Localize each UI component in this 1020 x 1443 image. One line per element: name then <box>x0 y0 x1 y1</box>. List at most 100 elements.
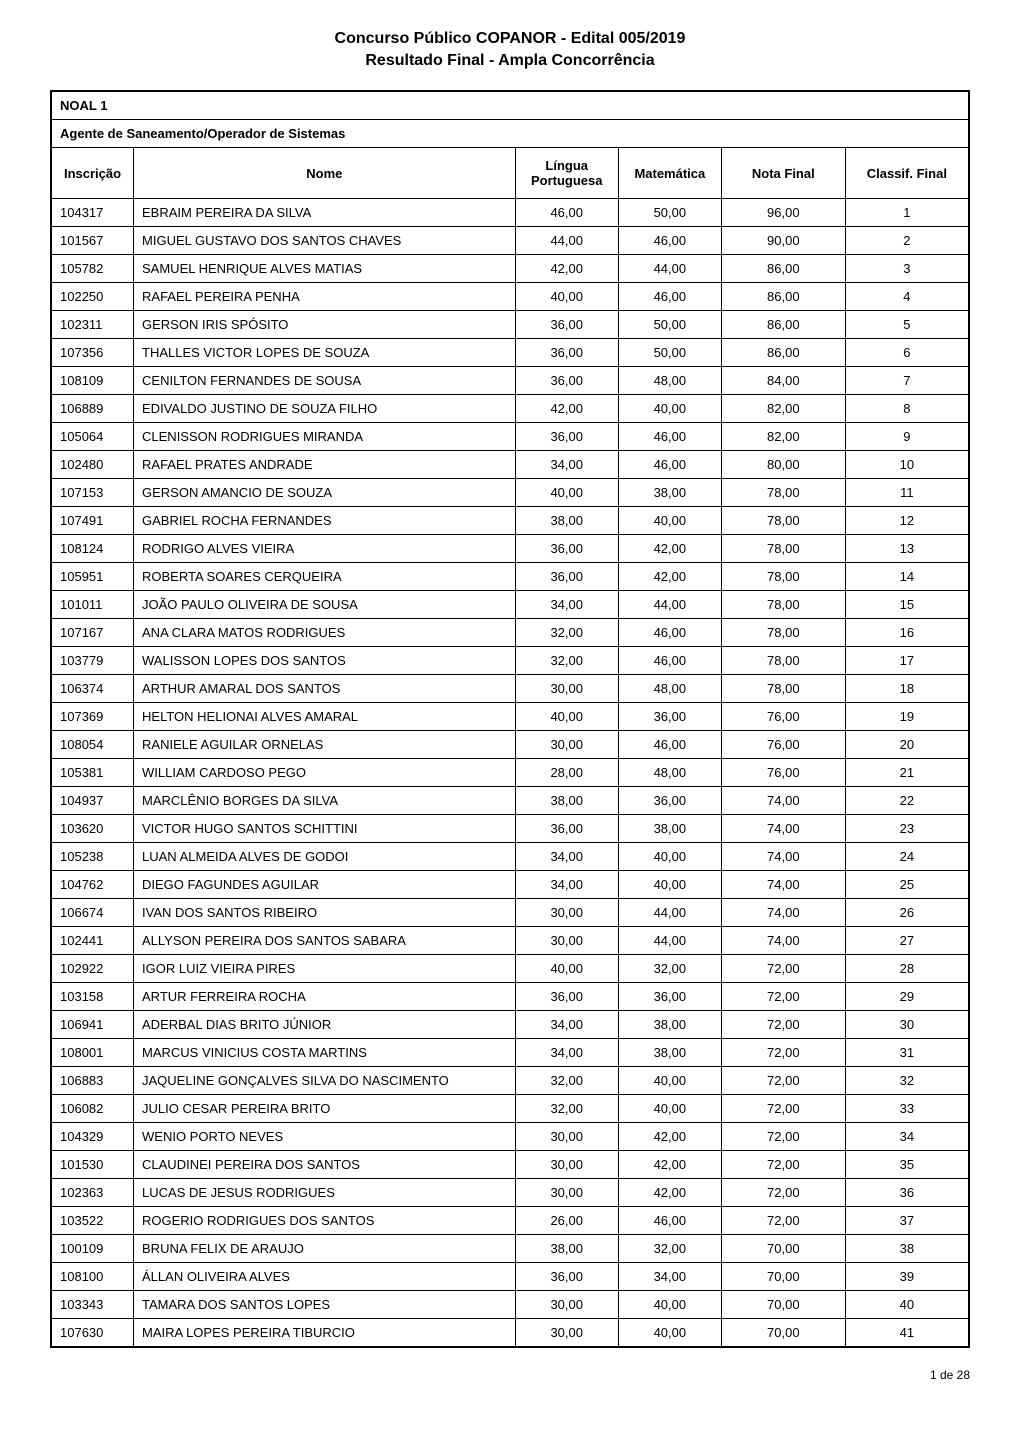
cell-inscricao: 105381 <box>51 759 134 787</box>
cell-nome: CLAUDINEI PEREIRA DOS SANTOS <box>134 1151 516 1179</box>
cell-inscricao: 107167 <box>51 619 134 647</box>
cell-matematica: 44,00 <box>618 899 721 927</box>
cell-nome: JAQUELINE GONÇALVES SILVA DO NASCIMENTO <box>134 1067 516 1095</box>
cell-inscricao: 105064 <box>51 423 134 451</box>
cell-classif-final: 25 <box>845 871 969 899</box>
cell-nome: HELTON HELIONAI ALVES AMARAL <box>134 703 516 731</box>
cell-classif-final: 33 <box>845 1095 969 1123</box>
cell-nome: THALLES VICTOR LOPES DE SOUZA <box>134 339 516 367</box>
cell-nome: EDIVALDO JUSTINO DE SOUZA FILHO <box>134 395 516 423</box>
cell-nome: VICTOR HUGO SANTOS SCHITTINI <box>134 815 516 843</box>
cell-inscricao: 106889 <box>51 395 134 423</box>
cell-matematica: 38,00 <box>618 479 721 507</box>
cell-nota-final: 78,00 <box>721 507 845 535</box>
cell-nota-final: 80,00 <box>721 451 845 479</box>
cell-inscricao: 102311 <box>51 311 134 339</box>
cell-inscricao: 107491 <box>51 507 134 535</box>
cell-nota-final: 70,00 <box>721 1235 845 1263</box>
cell-classif-final: 15 <box>845 591 969 619</box>
cell-classif-final: 13 <box>845 535 969 563</box>
cell-lingua: 36,00 <box>515 563 618 591</box>
cell-matematica: 42,00 <box>618 1179 721 1207</box>
cell-classif-final: 27 <box>845 927 969 955</box>
cell-matematica: 46,00 <box>618 731 721 759</box>
cell-nota-final: 74,00 <box>721 871 845 899</box>
cell-nota-final: 74,00 <box>721 787 845 815</box>
cell-nome: ROGERIO RODRIGUES DOS SANTOS <box>134 1207 516 1235</box>
cell-nota-final: 76,00 <box>721 731 845 759</box>
cell-matematica: 36,00 <box>618 983 721 1011</box>
cell-nome: BRUNA FELIX DE ARAUJO <box>134 1235 516 1263</box>
cell-classif-final: 21 <box>845 759 969 787</box>
table-row: 106082JULIO CESAR PEREIRA BRITO32,0040,0… <box>51 1095 969 1123</box>
cell-matematica: 34,00 <box>618 1263 721 1291</box>
table-row: 102480RAFAEL PRATES ANDRADE34,0046,0080,… <box>51 451 969 479</box>
cell-classif-final: 14 <box>845 563 969 591</box>
cell-nome: JOÃO PAULO OLIVEIRA DE SOUSA <box>134 591 516 619</box>
cell-matematica: 44,00 <box>618 255 721 283</box>
cell-matematica: 50,00 <box>618 311 721 339</box>
cell-lingua: 30,00 <box>515 1179 618 1207</box>
cell-classif-final: 32 <box>845 1067 969 1095</box>
table-row: 105951ROBERTA SOARES CERQUEIRA36,0042,00… <box>51 563 969 591</box>
cell-lingua: 40,00 <box>515 283 618 311</box>
cell-nota-final: 72,00 <box>721 983 845 1011</box>
cell-inscricao: 103779 <box>51 647 134 675</box>
cell-nota-final: 84,00 <box>721 367 845 395</box>
table-row: 104329WENIO PORTO NEVES30,0042,0072,0034 <box>51 1123 969 1151</box>
cell-inscricao: 103343 <box>51 1291 134 1319</box>
table-row: 104937MARCLÊNIO BORGES DA SILVA38,0036,0… <box>51 787 969 815</box>
table-row: 106889EDIVALDO JUSTINO DE SOUZA FILHO42,… <box>51 395 969 423</box>
page-number: 1 de 28 <box>930 1368 970 1382</box>
cell-inscricao: 102250 <box>51 283 134 311</box>
table-row: 107356THALLES VICTOR LOPES DE SOUZA36,00… <box>51 339 969 367</box>
table-row: 103620VICTOR HUGO SANTOS SCHITTINI36,003… <box>51 815 969 843</box>
cell-classif-final: 35 <box>845 1151 969 1179</box>
cell-lingua: 34,00 <box>515 843 618 871</box>
cell-lingua: 30,00 <box>515 1151 618 1179</box>
cell-nota-final: 82,00 <box>721 395 845 423</box>
cell-nota-final: 70,00 <box>721 1319 845 1348</box>
table-row: 102922IGOR LUIZ VIEIRA PIRES40,0032,0072… <box>51 955 969 983</box>
cell-matematica: 50,00 <box>618 339 721 367</box>
table-row: 101530CLAUDINEI PEREIRA DOS SANTOS30,004… <box>51 1151 969 1179</box>
cell-matematica: 42,00 <box>618 535 721 563</box>
cell-nota-final: 78,00 <box>721 675 845 703</box>
cell-inscricao: 104762 <box>51 871 134 899</box>
cell-classif-final: 6 <box>845 339 969 367</box>
table-row: 108001MARCUS VINICIUS COSTA MARTINS34,00… <box>51 1039 969 1067</box>
table-row: 106883JAQUELINE GONÇALVES SILVA DO NASCI… <box>51 1067 969 1095</box>
cell-matematica: 40,00 <box>618 1095 721 1123</box>
cell-lingua: 38,00 <box>515 787 618 815</box>
cell-matematica: 46,00 <box>618 1207 721 1235</box>
agente-label: Agente de Saneamento/Operador de Sistema… <box>51 120 969 148</box>
cell-classif-final: 19 <box>845 703 969 731</box>
cell-nome: GERSON AMANCIO DE SOUZA <box>134 479 516 507</box>
cell-classif-final: 20 <box>845 731 969 759</box>
table-row: 103522ROGERIO RODRIGUES DOS SANTOS26,004… <box>51 1207 969 1235</box>
cell-matematica: 46,00 <box>618 423 721 451</box>
cell-nota-final: 74,00 <box>721 927 845 955</box>
cell-matematica: 44,00 <box>618 591 721 619</box>
cell-lingua: 42,00 <box>515 255 618 283</box>
cell-matematica: 38,00 <box>618 1039 721 1067</box>
cell-lingua: 30,00 <box>515 731 618 759</box>
table-row: 104317EBRAIM PEREIRA DA SILVA46,0050,009… <box>51 199 969 227</box>
cell-matematica: 40,00 <box>618 507 721 535</box>
cell-nome: ÁLLAN OLIVEIRA ALVES <box>134 1263 516 1291</box>
cell-inscricao: 108109 <box>51 367 134 395</box>
cell-matematica: 40,00 <box>618 1067 721 1095</box>
cell-matematica: 48,00 <box>618 367 721 395</box>
cell-nota-final: 72,00 <box>721 1039 845 1067</box>
cell-inscricao: 103522 <box>51 1207 134 1235</box>
cell-classif-final: 38 <box>845 1235 969 1263</box>
cell-nota-final: 82,00 <box>721 423 845 451</box>
cell-inscricao: 107356 <box>51 339 134 367</box>
cell-nome: IGOR LUIZ VIEIRA PIRES <box>134 955 516 983</box>
table-row: 108054RANIELE AGUILAR ORNELAS30,0046,007… <box>51 731 969 759</box>
cell-matematica: 40,00 <box>618 1291 721 1319</box>
table-row: 105381WILLIAM CARDOSO PEGO28,0048,0076,0… <box>51 759 969 787</box>
cell-inscricao: 102480 <box>51 451 134 479</box>
cell-classif-final: 31 <box>845 1039 969 1067</box>
cell-lingua: 38,00 <box>515 1235 618 1263</box>
